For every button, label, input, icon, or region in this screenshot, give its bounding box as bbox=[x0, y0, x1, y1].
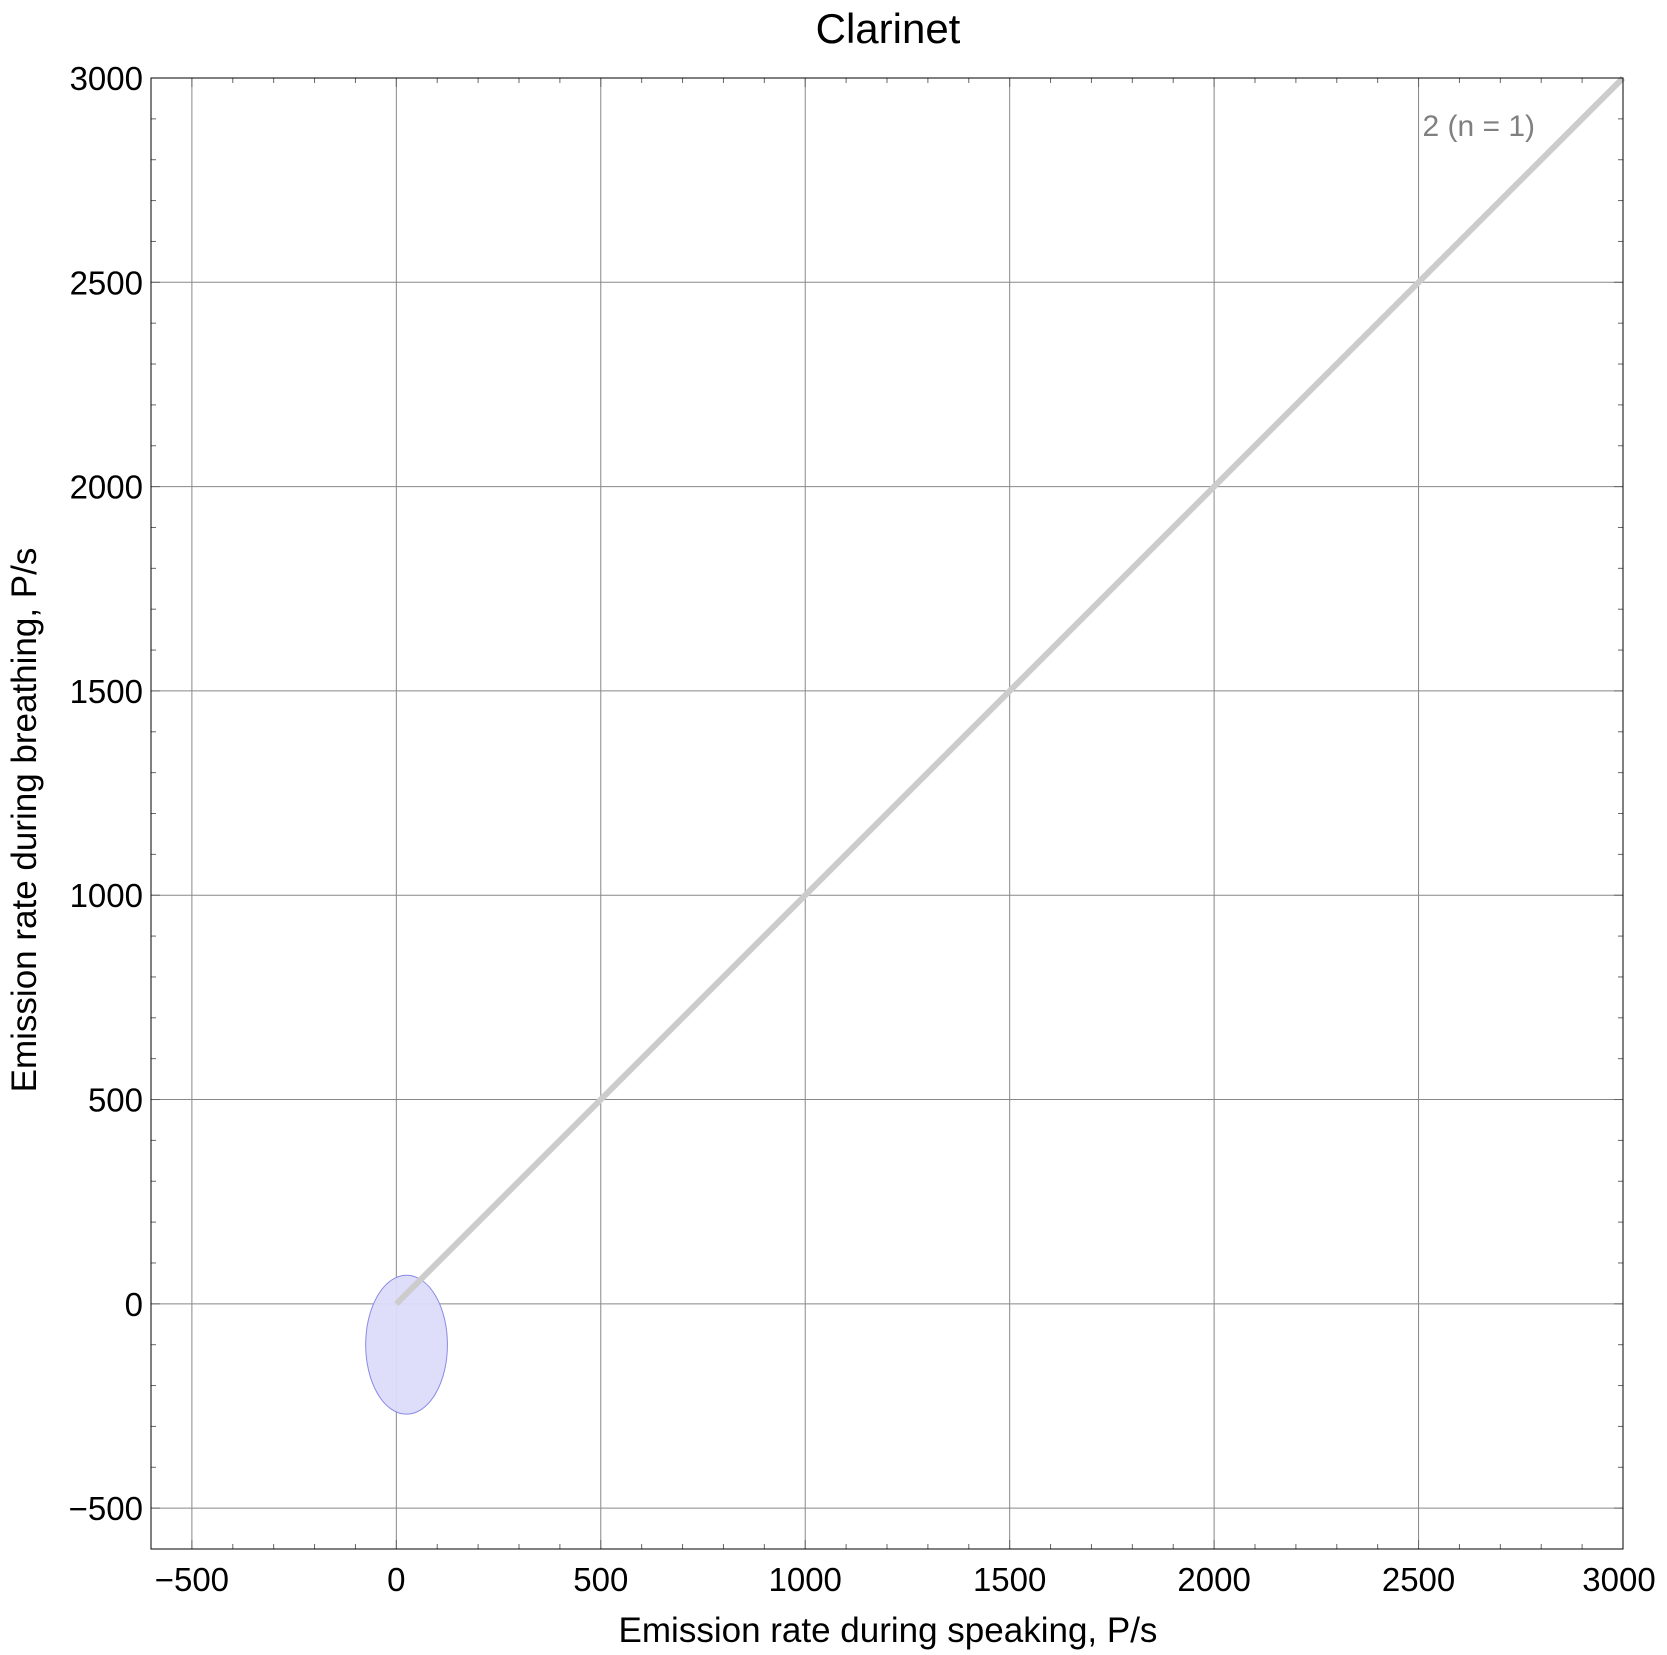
y-tick-label: 3000 bbox=[70, 60, 143, 97]
x-tick-label: 2000 bbox=[1177, 1561, 1250, 1598]
reference-diagonal-line bbox=[394, 75, 1626, 1306]
count-annotation: 2 (n = 1) bbox=[1422, 110, 1535, 143]
x-tick-label: 1000 bbox=[769, 1561, 842, 1598]
x-tick-label: 1500 bbox=[973, 1561, 1046, 1598]
y-tick-label: −500 bbox=[69, 1490, 143, 1527]
y-tick-label: 500 bbox=[88, 1082, 143, 1119]
grid bbox=[151, 78, 1623, 1549]
y-tick-label: 2500 bbox=[70, 264, 143, 301]
x-tick-labels: −500 0 500 1000 1500 2000 2500 3000 bbox=[155, 1561, 1656, 1598]
x-tick-label: 2500 bbox=[1382, 1561, 1455, 1598]
y-tick-label: 1000 bbox=[70, 877, 143, 914]
chart-title: Clarinet bbox=[816, 5, 961, 52]
y-axis-title: Emission rate during breathing, P/s bbox=[5, 548, 44, 1093]
y-tick-label: 0 bbox=[125, 1286, 143, 1323]
x-axis-title: Emission rate during speaking, P/s bbox=[619, 1611, 1158, 1650]
data-layer bbox=[365, 75, 1626, 1415]
y-tick-label: 2000 bbox=[70, 469, 143, 506]
x-tick-label: 500 bbox=[573, 1561, 628, 1598]
x-tick-label: −500 bbox=[155, 1561, 229, 1598]
plot-frame bbox=[150, 77, 1624, 1550]
uncertainty-ellipse bbox=[365, 1274, 448, 1415]
x-tick-label: 0 bbox=[387, 1561, 405, 1598]
x-tick-label: 3000 bbox=[1582, 1561, 1655, 1598]
y-tick-labels: −500 0 500 1000 1500 2000 2500 3000 bbox=[69, 60, 143, 1527]
minor-ticks bbox=[150, 77, 1624, 1550]
y-tick-label: 1500 bbox=[70, 673, 143, 710]
